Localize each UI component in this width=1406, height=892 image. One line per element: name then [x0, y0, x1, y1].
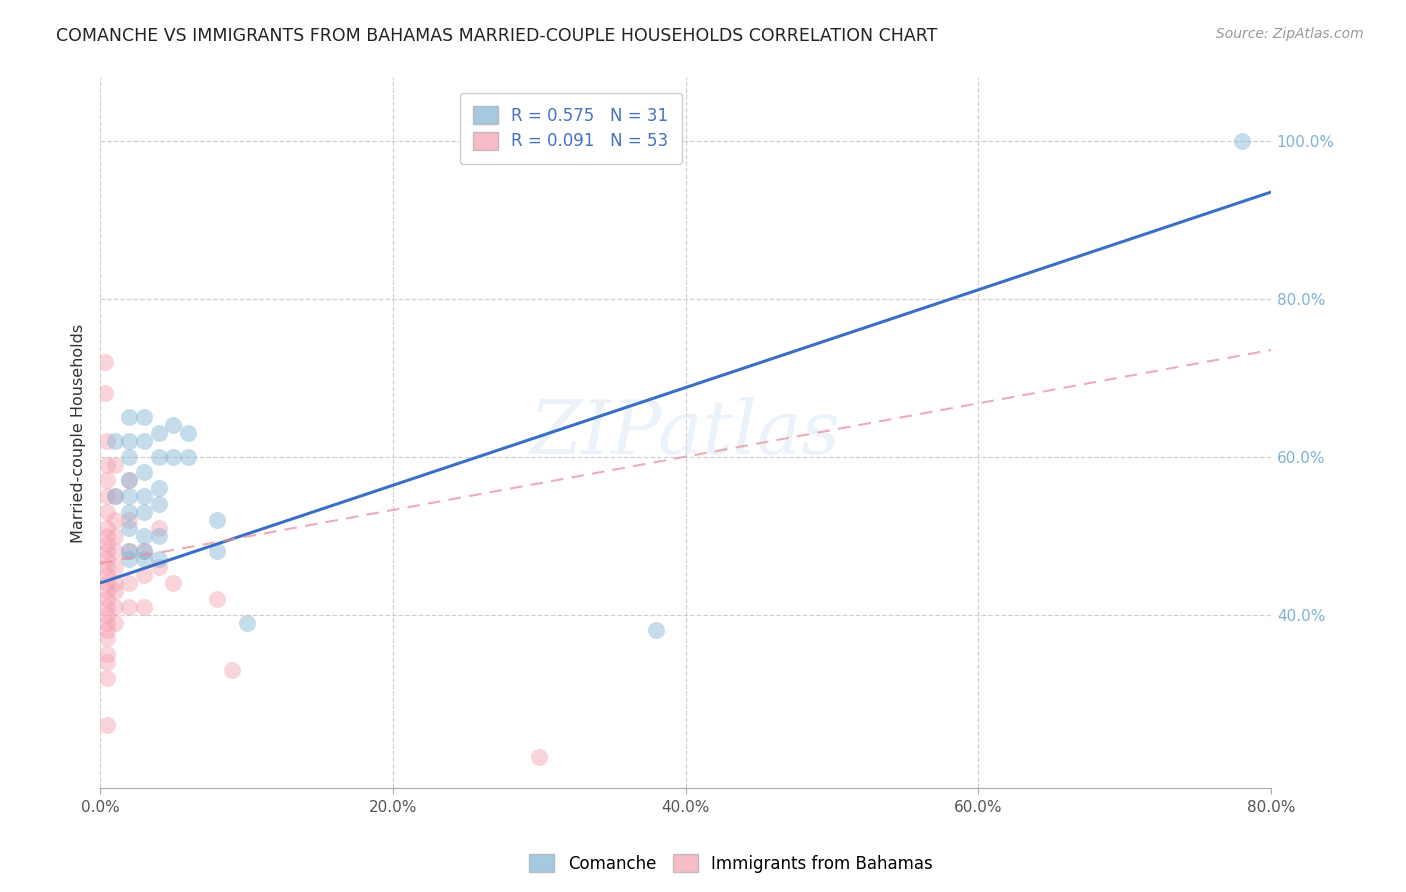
- Point: [162, 576, 184, 591]
- Point: [132, 489, 155, 503]
- Point: [104, 513, 127, 527]
- Text: ZIPatlas: ZIPatlas: [530, 397, 841, 469]
- Point: [93, 386, 115, 401]
- Point: [96, 521, 118, 535]
- Point: [118, 513, 141, 527]
- Point: [118, 505, 141, 519]
- Point: [118, 474, 141, 488]
- Text: Source: ZipAtlas.com: Source: ZipAtlas.com: [1216, 27, 1364, 41]
- Point: [96, 505, 118, 519]
- Point: [118, 450, 141, 464]
- Point: [96, 560, 118, 574]
- Point: [118, 599, 141, 614]
- Point: [104, 599, 127, 614]
- Point: [96, 489, 118, 503]
- Point: [207, 513, 229, 527]
- Point: [132, 599, 155, 614]
- Point: [132, 434, 155, 448]
- Point: [132, 544, 155, 558]
- Point: [104, 458, 127, 472]
- Point: [96, 624, 118, 638]
- Point: [148, 552, 170, 566]
- Point: [162, 418, 184, 433]
- Point: [96, 718, 118, 732]
- Point: [132, 552, 155, 566]
- Point: [118, 410, 141, 425]
- Point: [118, 521, 141, 535]
- Point: [96, 552, 118, 566]
- Point: [148, 560, 170, 574]
- Point: [104, 544, 127, 558]
- Point: [96, 568, 118, 582]
- Point: [132, 505, 155, 519]
- Point: [177, 425, 200, 440]
- Point: [96, 528, 118, 542]
- Point: [96, 607, 118, 622]
- Point: [118, 576, 141, 591]
- Point: [96, 583, 118, 598]
- Point: [118, 474, 141, 488]
- Point: [177, 450, 200, 464]
- Point: [148, 450, 170, 464]
- Point: [645, 624, 668, 638]
- Point: [207, 591, 229, 606]
- Point: [132, 466, 155, 480]
- Point: [132, 410, 155, 425]
- Point: [118, 489, 141, 503]
- Point: [96, 536, 118, 550]
- Point: [104, 583, 127, 598]
- Point: [104, 576, 127, 591]
- Point: [96, 474, 118, 488]
- Point: [132, 528, 155, 542]
- Point: [132, 568, 155, 582]
- Point: [104, 615, 127, 630]
- Point: [96, 655, 118, 669]
- Point: [118, 434, 141, 448]
- Point: [96, 615, 118, 630]
- Point: [235, 615, 257, 630]
- Point: [162, 450, 184, 464]
- Point: [96, 458, 118, 472]
- Point: [104, 489, 127, 503]
- Y-axis label: Married-couple Households: Married-couple Households: [72, 324, 86, 542]
- Point: [96, 576, 118, 591]
- Point: [96, 647, 118, 661]
- Point: [148, 528, 170, 542]
- Point: [96, 599, 118, 614]
- Point: [148, 497, 170, 511]
- Point: [96, 671, 118, 685]
- Legend: R = 0.575   N = 31, R = 0.091   N = 53: R = 0.575 N = 31, R = 0.091 N = 53: [460, 93, 682, 163]
- Point: [148, 521, 170, 535]
- Point: [104, 528, 127, 542]
- Point: [96, 591, 118, 606]
- Point: [118, 544, 141, 558]
- Point: [1230, 134, 1253, 148]
- Point: [104, 434, 127, 448]
- Point: [104, 489, 127, 503]
- Point: [132, 544, 155, 558]
- Point: [118, 552, 141, 566]
- Point: [207, 544, 229, 558]
- Point: [93, 355, 115, 369]
- Point: [529, 749, 551, 764]
- Point: [96, 544, 118, 558]
- Point: [148, 481, 170, 495]
- Legend: Comanche, Immigrants from Bahamas: Comanche, Immigrants from Bahamas: [523, 847, 939, 880]
- Point: [96, 632, 118, 646]
- Point: [96, 434, 118, 448]
- Point: [118, 544, 141, 558]
- Text: COMANCHE VS IMMIGRANTS FROM BAHAMAS MARRIED-COUPLE HOUSEHOLDS CORRELATION CHART: COMANCHE VS IMMIGRANTS FROM BAHAMAS MARR…: [56, 27, 938, 45]
- Point: [221, 663, 243, 677]
- Point: [148, 425, 170, 440]
- Point: [104, 560, 127, 574]
